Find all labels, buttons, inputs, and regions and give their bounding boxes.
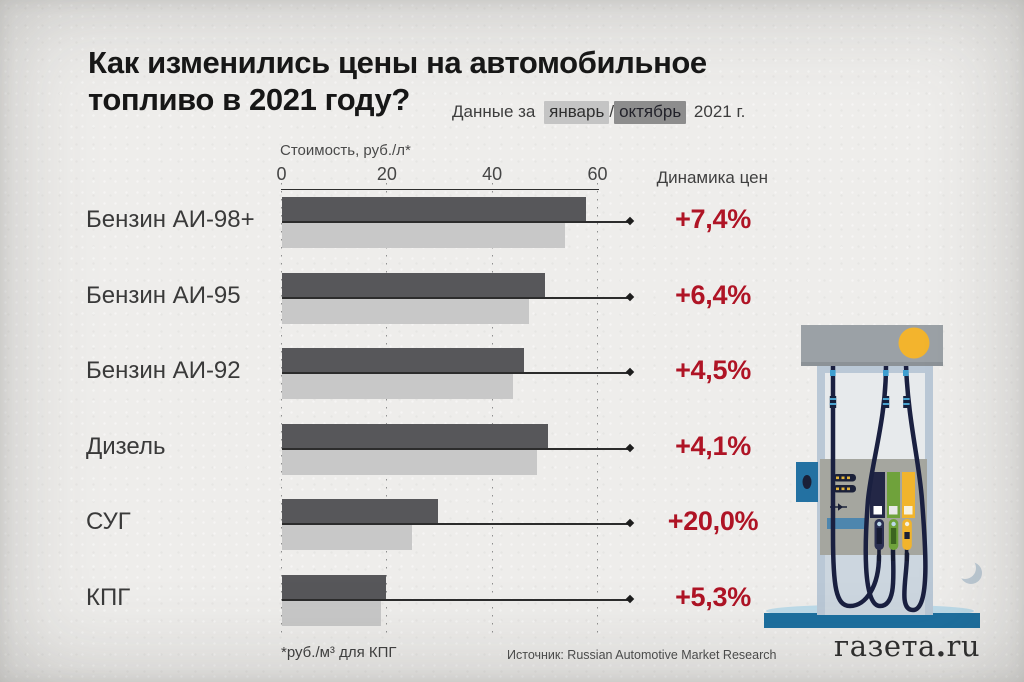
- title-line-1: Как изменились цены на автомобильное: [88, 45, 707, 80]
- page-title: Как изменились цены на автомобильное топ…: [88, 44, 788, 118]
- row-label: СУГ: [86, 508, 131, 535]
- gridline: [281, 183, 282, 633]
- gazeta-ru-logo: газета.ru: [828, 629, 980, 663]
- price-change-value: +20,0%: [667, 506, 759, 536]
- bar-january: [281, 374, 514, 399]
- row-line: [281, 523, 630, 525]
- price-change-value: +4,5%: [675, 355, 751, 385]
- row-line: [281, 598, 630, 601]
- fuel-pump-illustration: [764, 325, 982, 628]
- logo-name: газета: [834, 629, 936, 663]
- bar-october: [281, 197, 587, 221]
- row-line: [281, 221, 630, 223]
- legend-january-swatch: январь: [544, 101, 610, 124]
- sign-yellow-circle: [898, 327, 930, 359]
- bar-january: [281, 298, 530, 324]
- fuel-nozzles: [874, 519, 912, 561]
- row-line-end-dot: [625, 292, 635, 301]
- row-label: Бензин АИ-95: [86, 281, 241, 309]
- bar-january: [281, 449, 538, 475]
- logo-domain: ru: [946, 629, 980, 663]
- title-line-2: топливо в 2021 году?: [88, 82, 410, 117]
- subtitle-prefix: Данные за: [452, 102, 536, 121]
- moon-icon: [960, 562, 982, 584]
- pump-hoses: [830, 362, 928, 613]
- source-note: Источник: Russian Automotive Market Rese…: [507, 648, 777, 662]
- price-change-value: +6,4%: [675, 279, 751, 310]
- dynamics-column-header: Динамика цен: [656, 168, 768, 187]
- row-label: Бензин АИ-92: [86, 357, 241, 384]
- bar-january: [281, 600, 382, 626]
- bar-october: [281, 348, 524, 372]
- legend-october-swatch: октябрь: [614, 101, 687, 124]
- pump-base-bar: [764, 613, 980, 628]
- bar-october: [281, 499, 439, 523]
- pump-blue-strip: [827, 518, 868, 529]
- row-line-end-dot: [625, 594, 635, 603]
- bar-october: [281, 423, 548, 448]
- row-label: Дизель: [86, 432, 166, 460]
- row-line-end-dot: [625, 518, 635, 528]
- gridline: [597, 183, 598, 633]
- bar-january: [281, 525, 413, 550]
- pump-sign: [801, 325, 943, 366]
- row-line-end-dot: [625, 443, 635, 452]
- row-line: [281, 447, 630, 450]
- row-line: [281, 296, 630, 299]
- hose-couplings: [829, 370, 910, 408]
- axis-tick: 20: [376, 164, 397, 184]
- axis-tick: 0: [276, 164, 287, 184]
- axis-title: Стоимость, руб./л*: [280, 142, 411, 159]
- bar-october: [281, 272, 545, 297]
- subtitle: Данные за январь / октябрь 2021 г.: [452, 101, 745, 124]
- axis-tick: 40: [482, 164, 503, 184]
- row-line-end-dot: [625, 367, 635, 377]
- nozzle-holsters: [870, 472, 915, 518]
- gridline: [386, 183, 388, 633]
- price-change-value: +5,3%: [675, 581, 751, 612]
- row-line: [281, 372, 630, 374]
- bar-october: [281, 574, 387, 599]
- logo-dot: .: [935, 629, 947, 663]
- axis-tick: 60: [587, 164, 608, 184]
- row-label: КПГ: [86, 583, 131, 611]
- price-change-value: +4,1%: [675, 430, 751, 461]
- pump-display: [833, 474, 856, 493]
- footnote: *руб./м³ для КПГ: [281, 644, 397, 661]
- row-line-end-dot: [625, 216, 635, 226]
- bar-january: [281, 223, 566, 248]
- subtitle-suffix: 2021 г.: [693, 102, 746, 121]
- x-axis-line: [281, 189, 599, 190]
- gridline: [491, 183, 493, 633]
- row-label: Бензин АИ-98+: [86, 206, 255, 233]
- price-change-value: +7,4%: [675, 204, 751, 234]
- subtitle-slash: /: [609, 102, 615, 121]
